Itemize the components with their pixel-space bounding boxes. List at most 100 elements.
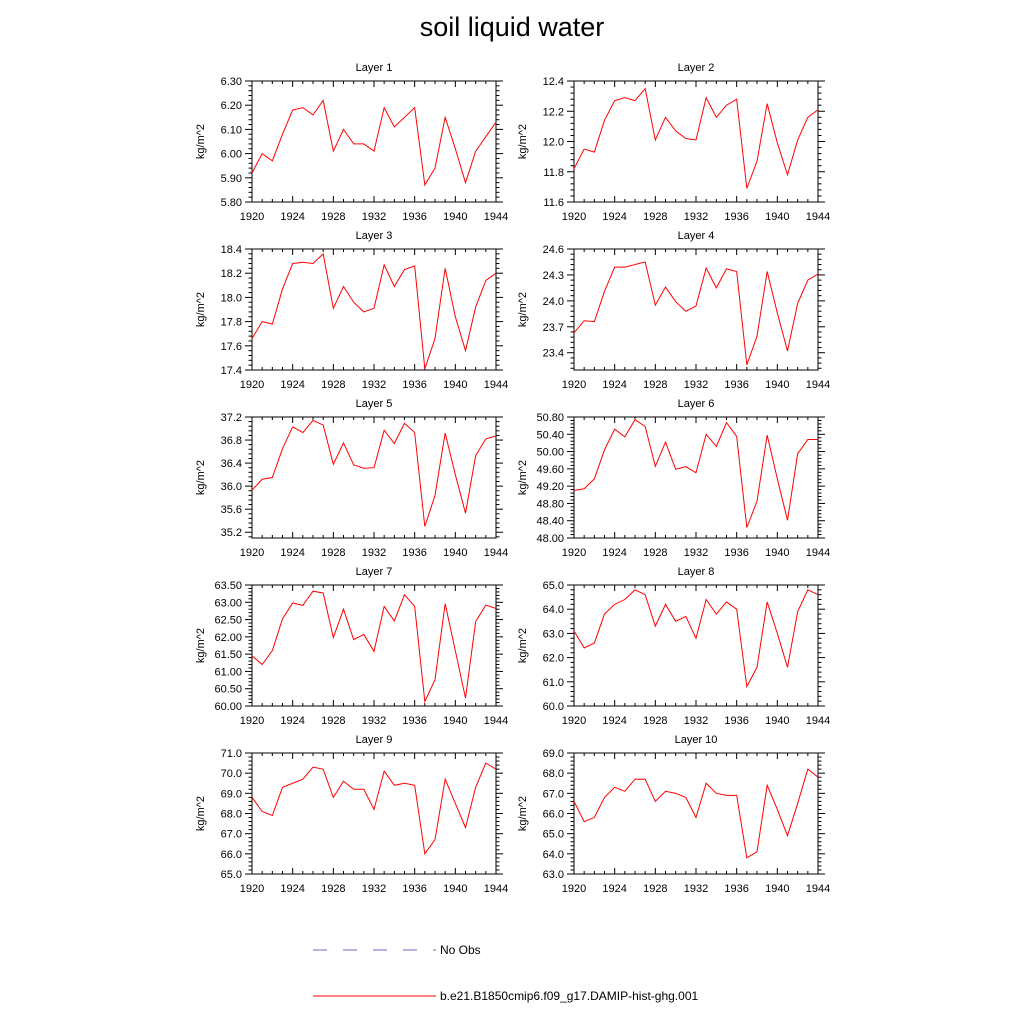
panel-layer-4: Layer 4 kg/m^2 1920 1924 1928 1932 1936 1940 194… [517, 230, 830, 391]
x-tick-label: 1940 [443, 547, 467, 559]
x-tick-label: 1944 [484, 715, 508, 727]
y-tick-label: 60.50 [214, 684, 242, 696]
plot-frame [251, 80, 497, 203]
x-tick-label: 1932 [684, 883, 708, 895]
panel-title: Layer 6 [678, 398, 715, 410]
x-tick-label: 1924 [602, 547, 626, 559]
data-line [251, 590, 497, 704]
y-tick-label: 49.60 [536, 464, 564, 476]
y-tick-label: 69.0 [543, 748, 564, 760]
x-tick-label: 1928 [321, 547, 345, 559]
y-tick-label: 48.00 [536, 533, 564, 545]
y-tick-label: 12.0 [543, 137, 564, 149]
panel-layer-7: Layer 7 kg/m^2 1920 1924 1928 1932 1936 1940 194… [195, 566, 508, 727]
x-tick-label: 1924 [602, 379, 626, 391]
x-tick-label: 1944 [806, 883, 830, 895]
x-tick-label: 1944 [806, 715, 830, 727]
y-axis-label: kg/m^2 [517, 628, 529, 663]
y-tick-label: 24.6 [543, 244, 564, 256]
panel-layer-6: Layer 6 kg/m^2 1920 1924 1928 1932 1936 1940 194… [517, 398, 830, 559]
legend-label-no-obs: No Obs [440, 943, 481, 957]
data-line [573, 418, 818, 528]
x-tick-label: 1924 [602, 211, 626, 223]
x-tick-label: 1932 [684, 547, 708, 559]
x-tick-label: 1940 [765, 547, 789, 559]
x-tick-label: 1936 [724, 547, 748, 559]
x-tick-label: 1924 [280, 715, 304, 727]
x-tick-label: 1936 [724, 211, 748, 223]
y-tick-label: 63.0 [543, 869, 564, 881]
x-tick-label: 1928 [321, 211, 345, 223]
y-tick-label: 60.0 [543, 701, 564, 713]
y-tick-label: 64.0 [543, 849, 564, 861]
x-tick-label: 1924 [602, 715, 626, 727]
y-tick-label: 35.6 [221, 504, 242, 516]
y-tick-label: 62.00 [214, 632, 242, 644]
panel-layer-2: Layer 2 kg/m^2 1920 1924 1928 1932 1936 1940 194… [517, 62, 830, 223]
panel-title: Layer 8 [678, 566, 715, 578]
y-axis-label: kg/m^2 [517, 124, 529, 159]
figure-title: soil liquid water [419, 12, 605, 42]
x-tick-label: 1920 [562, 211, 586, 223]
y-tick-label: 64.0 [543, 604, 564, 616]
x-tick-label: 1928 [643, 715, 667, 727]
y-tick-label: 61.50 [214, 649, 242, 661]
y-tick-label: 63.50 [214, 580, 242, 592]
x-tick-label: 1932 [684, 211, 708, 223]
x-tick-label: 1944 [484, 547, 508, 559]
x-tick-label: 1932 [362, 883, 386, 895]
y-tick-label: 48.80 [536, 498, 564, 510]
plot-frame [573, 752, 819, 875]
x-tick-label: 1940 [443, 883, 467, 895]
y-tick-label: 6.00 [221, 149, 242, 161]
plot-frame [573, 248, 819, 371]
y-tick-label: 70.0 [221, 768, 242, 780]
y-tick-label: 65.0 [543, 829, 564, 841]
y-tick-label: 50.00 [536, 447, 564, 459]
y-axis-label: kg/m^2 [195, 292, 207, 327]
y-tick-label: 50.80 [536, 412, 564, 424]
y-tick-label: 65.0 [543, 580, 564, 592]
data-line [573, 87, 819, 189]
x-tick-label: 1920 [240, 211, 264, 223]
panel-layer-8: Layer 8 kg/m^2 1920 1924 1928 1932 1936 1940 194… [517, 566, 830, 727]
panel-layer-3: Layer 3 kg/m^2 1920 1924 1928 1932 1936 1940 194… [195, 230, 508, 391]
y-tick-label: 6.20 [221, 100, 242, 112]
data-line [251, 252, 497, 369]
y-tick-label: 62.50 [214, 615, 242, 627]
panel-layer-1: Layer 1 kg/m^2 1920 1924 1928 1932 1936 1940 194… [195, 62, 508, 223]
x-tick-label: 1920 [562, 379, 586, 391]
y-tick-label: 23.7 [543, 322, 564, 334]
x-tick-label: 1928 [643, 883, 667, 895]
x-tick-label: 1920 [240, 715, 264, 727]
panel-layer-10: Layer 10 kg/m^2 1920 1924 1928 1932 1936 1940 19… [517, 734, 830, 895]
x-tick-label: 1936 [402, 547, 426, 559]
x-tick-label: 1920 [240, 547, 264, 559]
x-tick-label: 1924 [280, 883, 304, 895]
data-line [251, 419, 497, 527]
x-tick-label: 1936 [402, 211, 426, 223]
x-tick-label: 1932 [362, 211, 386, 223]
legend: No Obs b.e21.B1850cmip6.f09_g17.DAMIP-his… [313, 943, 698, 1003]
x-tick-label: 1932 [684, 715, 708, 727]
x-tick-label: 1920 [562, 883, 586, 895]
x-tick-label: 1932 [362, 547, 386, 559]
y-tick-label: 17.8 [221, 317, 242, 329]
y-axis-label: kg/m^2 [195, 796, 207, 831]
x-tick-label: 1924 [602, 883, 626, 895]
y-tick-label: 18.4 [221, 244, 242, 256]
plot-frame [573, 80, 819, 203]
y-tick-label: 35.2 [221, 527, 242, 539]
y-tick-label: 66.0 [543, 809, 564, 821]
x-tick-label: 1936 [724, 715, 748, 727]
y-tick-label: 17.6 [221, 341, 242, 353]
y-tick-label: 66.0 [221, 849, 242, 861]
legend-label-experiment: b.e21.B1850cmip6.f09_g17.DAMIP-hist-ghg.… [440, 989, 698, 1003]
x-tick-label: 1920 [562, 715, 586, 727]
data-line [573, 261, 819, 365]
plot-frame [573, 416, 819, 539]
x-tick-label: 1944 [806, 211, 830, 223]
panel-layer-5: Layer 5 kg/m^2 1920 1924 1928 1932 1936 1940 194… [195, 398, 508, 559]
y-tick-label: 24.3 [543, 270, 564, 282]
